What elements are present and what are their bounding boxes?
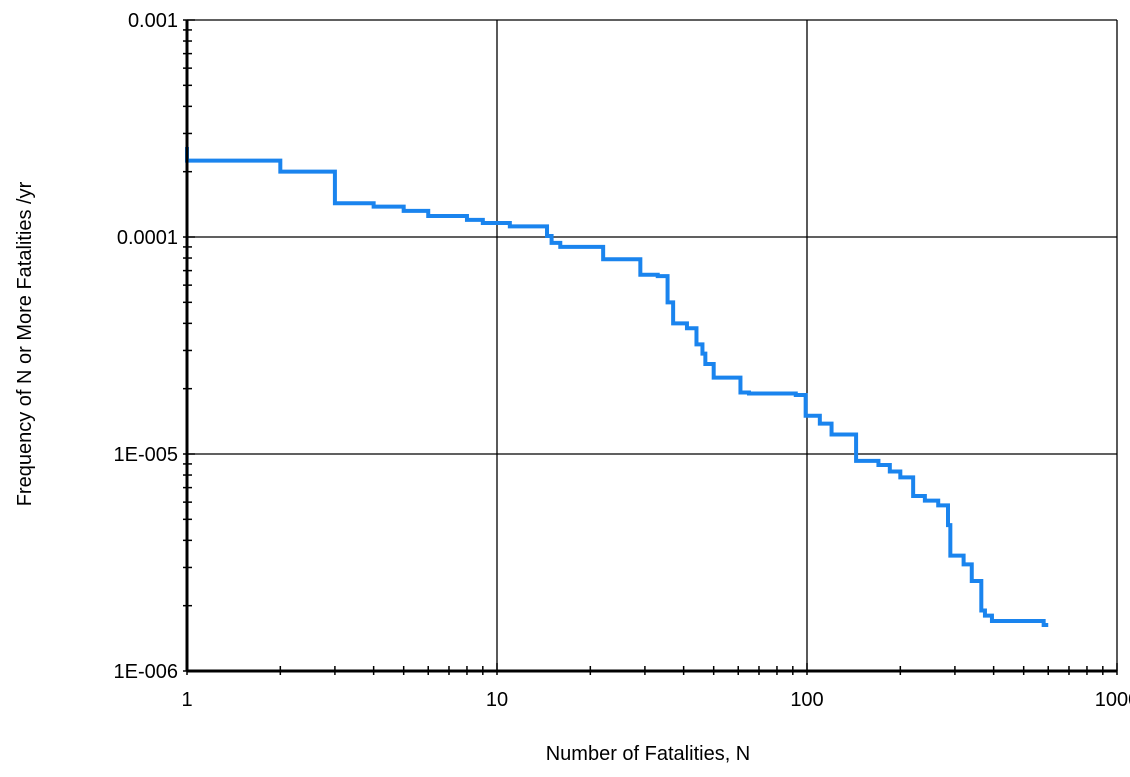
grid-layer xyxy=(187,19,1118,671)
series-layer xyxy=(185,146,1049,627)
x-tick-label: 10 xyxy=(486,689,508,711)
fn-curve-series-line xyxy=(185,146,1049,627)
y-tick-label: 1E-006 xyxy=(114,661,179,683)
axis-layer xyxy=(185,20,1117,673)
x-axis-title: Number of Fatalities, N xyxy=(546,743,751,765)
x-tick-label: 1 xyxy=(181,689,192,711)
y-tick-label: 0.001 xyxy=(128,10,178,32)
y-axis-title: Frequency of N or More Fatalities /yr xyxy=(14,181,36,506)
y-tick-label: 0.0001 xyxy=(117,227,178,249)
y-tick-labels: 0.001 0.0001 1E-005 1E-006 xyxy=(114,10,179,683)
x-tick-label: 100 xyxy=(790,689,823,711)
y-tick-label: 1E-005 xyxy=(114,444,179,466)
